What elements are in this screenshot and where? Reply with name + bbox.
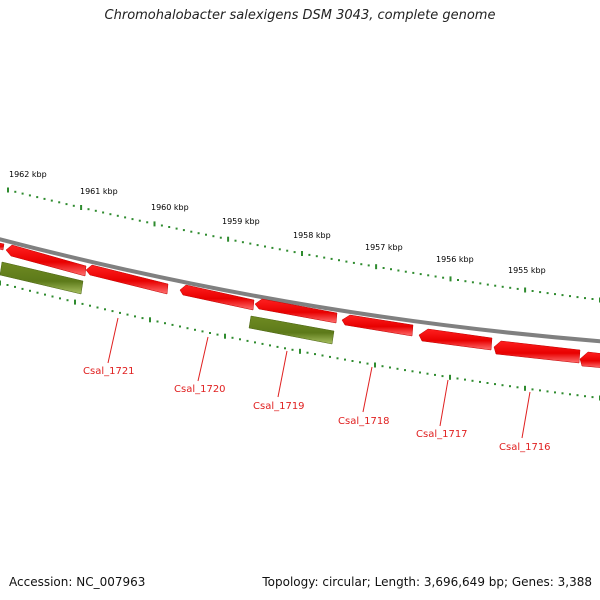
label-leader-lines <box>107 317 531 439</box>
gene-arrow-csal-1718[interactable] <box>341 314 414 337</box>
scale-label-1955: 1955 kbp <box>508 266 546 275</box>
leader-csal-1721 <box>107 317 119 364</box>
gene-label-csal-1718[interactable]: Csal_1718 <box>338 416 390 427</box>
rna-feature-1[interactable] <box>0 261 84 295</box>
scale-label-1961: 1961 kbp <box>80 187 118 196</box>
leader-csal-1717 <box>439 379 449 427</box>
gene-label-csal-1717[interactable]: Csal_1717 <box>416 429 468 440</box>
rna-feature-2[interactable] <box>248 315 335 345</box>
gene-arrow-csal-1719b[interactable] <box>254 298 338 324</box>
scale-label-1960: 1960 kbp <box>151 203 189 212</box>
gene-label-csal-1716[interactable]: Csal_1716 <box>499 442 551 453</box>
gene-arrow-csal-1722[interactable] <box>0 242 5 251</box>
scale-labels: 1962 kbp 1961 kbp 1960 kbp 1959 kbp 1958… <box>9 170 546 275</box>
gene-track <box>0 242 600 368</box>
genome-summary-text: Topology: circular; Length: 3,696,649 bp… <box>262 575 592 589</box>
gene-label-csal-1721[interactable]: Csal_1721 <box>83 366 135 377</box>
scale-label-1962: 1962 kbp <box>9 170 47 179</box>
gene-label-csal-1719[interactable]: Csal_1719 <box>253 401 305 412</box>
gene-arrow-csal-1720[interactable] <box>85 264 169 295</box>
scale-label-1957: 1957 kbp <box>365 243 403 252</box>
gene-arrow-csal-1716[interactable] <box>493 340 581 364</box>
leader-csal-1719 <box>277 350 288 398</box>
gene-arrow-csal-1719a[interactable] <box>179 284 255 311</box>
genome-backbone <box>0 237 600 344</box>
gene-label-csal-1720[interactable]: Csal_1720 <box>174 384 226 395</box>
leader-csal-1718 <box>362 366 373 413</box>
inner-scale-ticks <box>0 280 600 401</box>
genome-title: Chromohalobacter salexigens DSM 3043, co… <box>104 8 496 23</box>
gene-arrow-csal-1721[interactable] <box>5 244 87 277</box>
leader-csal-1720 <box>197 336 209 382</box>
gene-labels: Csal_1721 Csal_1720 Csal_1719 Csal_1718 … <box>83 366 551 453</box>
gene-arrow-csal-1717[interactable] <box>418 328 493 351</box>
leader-csal-1716 <box>521 391 531 439</box>
scale-label-1959: 1959 kbp <box>222 217 260 226</box>
scale-label-1956: 1956 kbp <box>436 255 474 264</box>
scale-label-1958: 1958 kbp <box>293 231 331 240</box>
gene-arrow-csal-1715[interactable] <box>579 351 600 368</box>
accession-text: Accession: NC_007963 <box>9 575 146 589</box>
outer-scale-ticks <box>7 187 600 303</box>
